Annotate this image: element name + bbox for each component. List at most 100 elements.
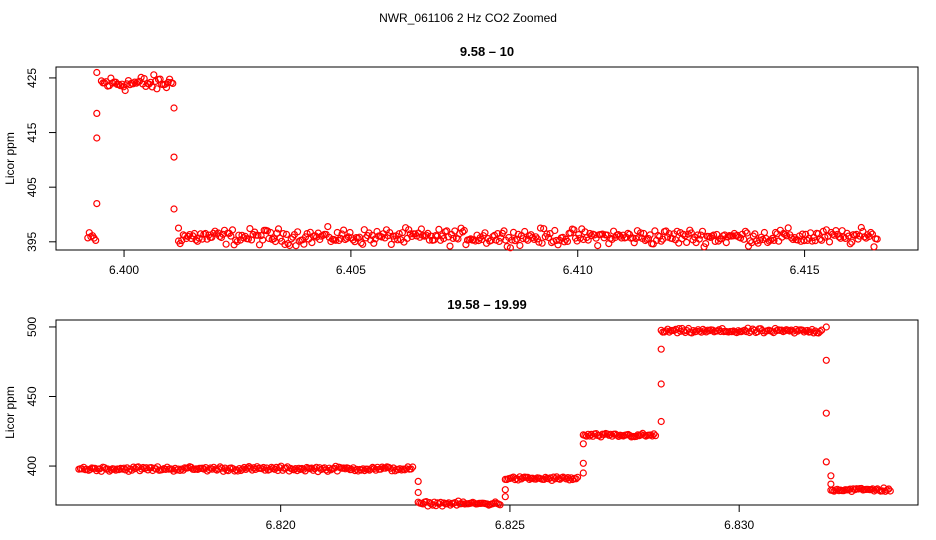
data-point [770, 236, 778, 244]
data-point [462, 241, 470, 249]
data-point [325, 464, 333, 472]
data-point [848, 238, 856, 246]
data-point [446, 242, 454, 250]
data-point [333, 228, 341, 237]
x-tick-label: 6.820 [266, 518, 296, 532]
data-point [827, 480, 835, 488]
data-point [538, 239, 546, 247]
data-point [697, 231, 705, 239]
data-point [551, 226, 559, 235]
data-point [825, 238, 834, 246]
data-point [508, 236, 516, 244]
data-point [886, 487, 894, 495]
data-point [170, 104, 178, 112]
data-point [496, 501, 504, 509]
data-point [425, 236, 433, 244]
data-point [487, 236, 495, 244]
data-point [170, 153, 178, 161]
data-point [516, 241, 524, 250]
x-tick-label: 6.405 [336, 263, 366, 277]
data-point [540, 225, 548, 233]
y-tick-label: 425 [25, 68, 39, 88]
data-point [827, 472, 835, 480]
data-point [867, 228, 875, 237]
figure-title: NWR_061106 2 Hz CO2 Zoomed [379, 11, 557, 25]
data-point [598, 230, 607, 238]
data-point [733, 329, 741, 337]
data-point [195, 234, 203, 242]
data-point [437, 498, 445, 506]
data-point [810, 329, 818, 337]
data-point [857, 223, 865, 232]
data-point [86, 465, 94, 474]
data-point [359, 465, 367, 473]
data-point [255, 241, 264, 249]
data-point [606, 234, 615, 242]
data-point [535, 238, 543, 246]
data-point [573, 473, 582, 481]
data-point [595, 431, 603, 440]
data-point [846, 240, 854, 248]
data-point [343, 234, 351, 242]
data-point [528, 233, 537, 241]
data-point [184, 464, 192, 472]
data-point [803, 326, 811, 335]
y-tick-label: 450 [25, 386, 39, 406]
data-point [856, 232, 864, 240]
data-point [481, 229, 489, 237]
data-point [740, 235, 748, 243]
data-point [579, 469, 587, 477]
data-point [93, 109, 101, 118]
data-point [540, 475, 548, 483]
data-point [722, 239, 730, 247]
data-point [78, 465, 86, 473]
data-point [405, 226, 413, 234]
data-point [640, 229, 648, 238]
data-point [784, 224, 792, 232]
data-point [294, 228, 302, 236]
data-point [751, 230, 759, 238]
data-point [271, 465, 279, 473]
data-point [178, 465, 186, 473]
data-point [798, 230, 807, 238]
data-point [93, 200, 101, 208]
data-point [524, 473, 532, 481]
data-point [549, 473, 558, 481]
data-point [153, 85, 161, 93]
data-point [521, 227, 529, 236]
data-point [324, 223, 332, 231]
data-point [338, 230, 346, 238]
data-point [460, 226, 468, 235]
data-point [246, 225, 254, 233]
data-point [682, 238, 691, 246]
data-point [357, 239, 365, 247]
data-point [344, 464, 353, 472]
data-point [695, 235, 703, 243]
data-point [449, 234, 457, 242]
data-point [116, 82, 125, 90]
data-point [743, 229, 751, 237]
data-point [274, 225, 283, 233]
data-point [501, 493, 509, 501]
data-point [760, 228, 769, 237]
x-tick-label: 6.830 [724, 518, 754, 532]
data-point [417, 225, 425, 233]
y-tick-label: 395 [25, 231, 39, 251]
data-point [409, 463, 417, 471]
data-point [614, 432, 623, 440]
data-point [222, 240, 230, 248]
data-point [332, 462, 340, 470]
data-point [440, 235, 448, 243]
data-point [574, 231, 583, 239]
data-point [514, 230, 522, 238]
data-point [282, 230, 291, 238]
chart-panel-1: 9.58 – 10 6.400 6.405 6.410 6.415 395 405 415 42… [3, 44, 919, 277]
data-point [836, 234, 845, 242]
data-point [129, 463, 138, 471]
y-tick-label: 400 [25, 456, 39, 476]
data-point [407, 465, 415, 473]
data-point [646, 231, 654, 239]
data-point [169, 79, 177, 88]
y-axis-label: Licor ppm [3, 386, 17, 439]
data-point [694, 231, 702, 239]
